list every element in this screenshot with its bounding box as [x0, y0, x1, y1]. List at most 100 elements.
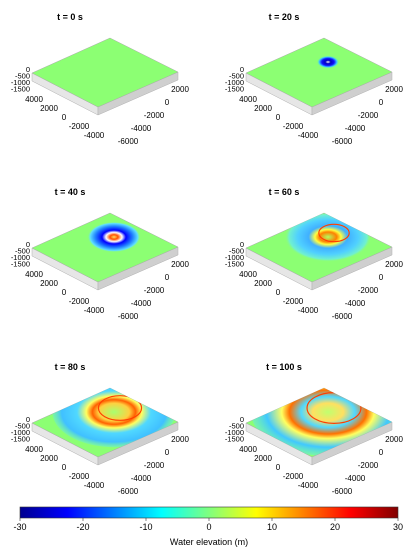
y-tick-label: 4000	[239, 95, 257, 104]
x-tick-label: 2000	[171, 85, 189, 94]
y-tick-label: 2000	[254, 454, 272, 463]
colorbar-tick-label: -20	[76, 522, 89, 532]
panel-6: t = 100 s0-500-1000-1500400020000-2000-4…	[225, 362, 404, 496]
x-tick-label: -2000	[144, 461, 165, 470]
x-tick-label: -2000	[144, 286, 165, 295]
y-tick-label: -4000	[84, 306, 105, 315]
y-tick-label: -4000	[84, 131, 105, 140]
x-tick-label: -6000	[118, 487, 139, 496]
panel-surface	[31, 37, 179, 108]
z-tick-label: 0	[26, 240, 30, 249]
x-tick-label: 0	[379, 98, 384, 107]
y-tick-label: 4000	[25, 445, 43, 454]
x-tick-label: -6000	[118, 312, 139, 321]
y-tick-label: -4000	[298, 131, 319, 140]
y-tick-label: 4000	[25, 270, 43, 279]
panel-title: t = 100 s	[266, 362, 302, 372]
z-tick-label: -1500	[11, 260, 30, 269]
panel-4: t = 60 s0-500-1000-1500400020000-2000-40…	[225, 187, 404, 321]
x-tick-label: -4000	[131, 299, 152, 308]
x-tick-label: 0	[379, 448, 384, 457]
wave-pattern	[316, 55, 340, 69]
x-tick-label: -2000	[358, 111, 379, 120]
x-tick-label: -6000	[332, 312, 353, 321]
y-tick-label: 4000	[239, 445, 257, 454]
z-tick-label: -1500	[11, 435, 30, 444]
x-tick-label: 2000	[385, 85, 403, 94]
panel-2: t = 20 s0-500-1000-1500400020000-2000-40…	[225, 12, 404, 146]
colorbar-label: Water elevation (m)	[170, 537, 248, 547]
x-tick-label: 0	[165, 448, 170, 457]
y-tick-label: 0	[62, 463, 67, 472]
y-tick-label: 2000	[254, 104, 272, 113]
y-tick-label: 0	[62, 113, 67, 122]
inner-ring	[97, 395, 143, 421]
z-tick-label: -1500	[225, 85, 244, 94]
colorbar: -30 -20 -10 0 10 20 30 Water elevation (m)	[13, 506, 403, 547]
colorbar-tick-label: 0	[206, 522, 211, 532]
y-tick-label: 0	[276, 463, 281, 472]
z-tick-label: -500	[15, 422, 30, 431]
panel-title: t = 60 s	[269, 187, 300, 197]
z-tick-label: -1500	[225, 260, 244, 269]
x-tick-label: -6000	[332, 137, 353, 146]
y-tick-label: 4000	[239, 270, 257, 279]
colorbar-tick-label: 30	[393, 522, 403, 532]
y-tick-label: 2000	[40, 104, 58, 113]
colorbar-tick-label: -10	[139, 522, 152, 532]
z-tick-label: 0	[240, 240, 244, 249]
x-tick-label: -4000	[131, 124, 152, 133]
y-tick-label: -2000	[283, 122, 304, 131]
x-tick-label: -4000	[131, 474, 152, 483]
y-tick-label: -2000	[69, 122, 90, 131]
wave-pattern	[87, 221, 141, 253]
y-tick-label: -2000	[283, 472, 304, 481]
z-tick-label: -1000	[11, 78, 30, 87]
y-tick-label: -4000	[298, 306, 319, 315]
z-tick-label: -1000	[225, 78, 244, 87]
x-tick-label: -4000	[345, 299, 366, 308]
panel-title: t = 80 s	[55, 362, 86, 372]
z-tick-label: 0	[26, 415, 30, 424]
x-tick-label: 0	[165, 98, 170, 107]
z-tick-label: -1500	[225, 435, 244, 444]
z-tick-label: -500	[15, 72, 30, 81]
z-tick-label: -500	[229, 72, 244, 81]
y-tick-label: -2000	[283, 297, 304, 306]
panel-3: t = 40 s0-500-1000-1500400020000-2000-40…	[11, 187, 190, 321]
y-tick-label: -2000	[69, 297, 90, 306]
z-tick-label: -1000	[11, 428, 30, 437]
panel-title: t = 20 s	[269, 12, 300, 22]
x-tick-label: -2000	[358, 461, 379, 470]
z-tick-label: -1500	[11, 85, 30, 94]
z-tick-label: 0	[26, 65, 30, 74]
panel-5: t = 80 s0-500-1000-1500400020000-2000-40…	[11, 362, 190, 496]
x-tick-label: 2000	[171, 435, 189, 444]
colorbar-tick-label: 10	[267, 522, 277, 532]
y-tick-label: 0	[276, 288, 281, 297]
z-tick-label: -500	[229, 422, 244, 431]
panel-title: t = 0 s	[57, 12, 83, 22]
y-tick-label: 2000	[40, 279, 58, 288]
y-tick-label: 0	[276, 113, 281, 122]
panel-surface	[245, 37, 393, 108]
inner-ring	[318, 223, 350, 243]
z-tick-label: 0	[240, 415, 244, 424]
wave-pattern	[284, 213, 372, 262]
y-tick-label: -2000	[69, 472, 90, 481]
x-tick-label: -2000	[144, 111, 165, 120]
y-tick-label: -4000	[84, 481, 105, 490]
colorbar-tick-label: 20	[330, 522, 340, 532]
z-tick-label: -1000	[225, 428, 244, 437]
z-tick-label: 0	[240, 65, 244, 74]
colorbar-gradient	[19, 506, 399, 519]
y-tick-label: -4000	[298, 481, 319, 490]
x-tick-label: 0	[379, 273, 384, 282]
x-tick-label: -6000	[118, 137, 139, 146]
x-tick-label: -4000	[345, 474, 366, 483]
x-tick-label: 0	[165, 273, 170, 282]
colorbar-tick-label: -30	[13, 522, 26, 532]
panel-1: t = 0 s0-500-1000-1500400020000-2000-400…	[11, 12, 190, 146]
y-tick-label: 0	[62, 288, 67, 297]
